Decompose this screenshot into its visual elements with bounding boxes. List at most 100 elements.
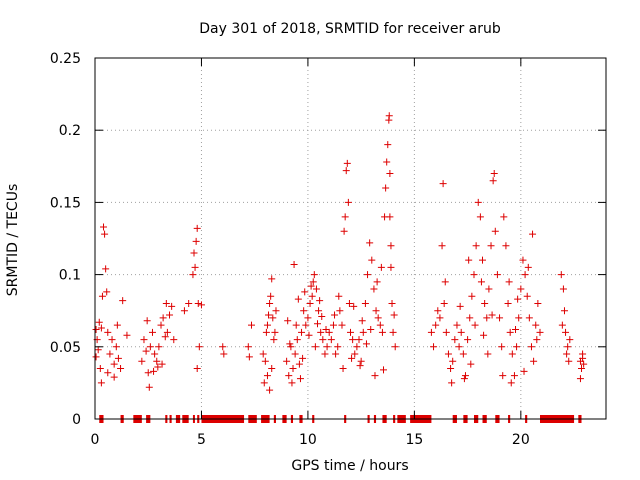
data-point	[180, 307, 188, 315]
data-point	[142, 347, 150, 355]
data-point	[514, 295, 522, 303]
data-point	[94, 346, 102, 354]
data-point	[524, 263, 532, 271]
data-point	[195, 343, 203, 351]
data-point	[366, 239, 374, 247]
y-tick-label: 0	[72, 412, 81, 428]
data-point	[151, 350, 159, 358]
data-point	[162, 299, 170, 307]
data-point	[345, 299, 353, 307]
data-point	[387, 242, 395, 250]
x-tick-label: 0	[91, 432, 100, 448]
data-point	[434, 307, 442, 315]
data-point	[272, 307, 280, 315]
data-point	[578, 364, 586, 372]
data-point	[145, 383, 153, 391]
data-point	[190, 249, 198, 257]
data-point	[193, 364, 201, 372]
data-point	[317, 328, 325, 336]
data-point	[321, 350, 329, 358]
data-point	[476, 213, 484, 221]
data-point	[197, 301, 205, 309]
data-point	[114, 354, 122, 362]
data-point	[485, 285, 493, 293]
data-point	[513, 343, 521, 351]
data-point	[191, 263, 199, 271]
data-point	[342, 167, 350, 175]
data-point	[287, 343, 295, 351]
data-point	[322, 325, 330, 333]
data-point	[98, 292, 106, 300]
data-point	[316, 297, 324, 305]
data-point	[271, 328, 279, 336]
data-point	[383, 158, 391, 166]
data-point	[138, 357, 146, 365]
data-point	[378, 328, 386, 336]
data-point	[455, 343, 463, 351]
x-axis-label: GPS time / hours	[291, 458, 408, 474]
data-point	[166, 311, 174, 319]
data-point	[367, 325, 375, 333]
data-point	[353, 343, 361, 351]
data-point	[510, 372, 518, 380]
data-point	[444, 350, 452, 358]
data-point	[284, 317, 292, 325]
data-point	[291, 350, 299, 358]
data-point	[311, 343, 319, 351]
data-point	[490, 170, 498, 178]
data-point	[294, 295, 302, 303]
data-point	[557, 271, 565, 279]
data-point	[219, 343, 227, 351]
data-point	[268, 364, 276, 372]
data-point	[472, 242, 480, 250]
data-point	[373, 278, 381, 286]
data-point	[245, 353, 253, 361]
data-point	[470, 271, 478, 279]
data-point	[389, 328, 397, 336]
data-point	[285, 372, 293, 380]
data-point	[301, 288, 309, 296]
data-point	[263, 321, 271, 329]
data-point	[159, 314, 167, 322]
data-point	[244, 343, 252, 351]
data-point	[290, 260, 298, 268]
data-point	[479, 256, 487, 264]
data-point	[536, 328, 544, 336]
data-point	[92, 325, 100, 333]
data-point	[368, 256, 376, 264]
data-point	[288, 379, 296, 387]
ticks-layer: 0 0.05 0.1 0.15 0.2 0.25 0 5 10 15 20	[50, 51, 606, 448]
data-point	[358, 317, 366, 325]
data-point	[382, 184, 390, 192]
data-point	[95, 318, 103, 326]
data-point	[262, 328, 270, 336]
data-point	[372, 307, 380, 315]
x-tick-label: 5	[197, 432, 206, 448]
data-point	[487, 242, 495, 250]
data-point	[515, 314, 523, 322]
data-point	[466, 314, 474, 322]
data-point	[100, 223, 108, 231]
data-point	[286, 340, 294, 348]
data-point	[488, 311, 496, 319]
points-layer	[92, 112, 588, 394]
data-point	[331, 311, 339, 319]
data-point	[521, 271, 529, 279]
data-point	[144, 369, 152, 377]
data-point	[260, 379, 268, 387]
data-point	[449, 357, 457, 365]
data-point	[295, 360, 303, 368]
data-point	[447, 364, 455, 372]
data-point	[523, 292, 531, 300]
data-point	[343, 159, 351, 167]
data-point	[460, 375, 468, 383]
x-tick-label: 20	[512, 432, 530, 448]
data-point	[123, 331, 131, 339]
data-point	[359, 328, 367, 336]
data-point	[302, 321, 310, 329]
data-point	[296, 375, 304, 383]
data-point	[576, 375, 584, 383]
data-point	[468, 292, 476, 300]
data-point	[459, 350, 467, 358]
data-point	[427, 328, 435, 336]
